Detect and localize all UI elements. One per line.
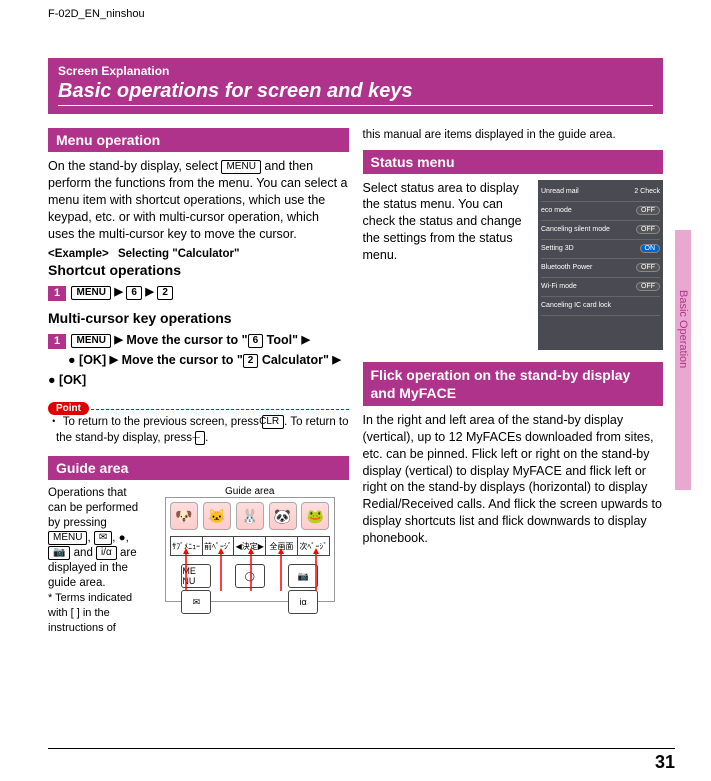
menu-key-2: MENU (71, 286, 110, 300)
clr-key: CLR (262, 415, 284, 429)
menu-key: MENU (221, 160, 260, 174)
shortcut-title: Shortcut operations (48, 262, 349, 278)
strip-cell: 次ﾍﾟｰｼﾞ (298, 537, 329, 555)
menu-btn: ME NU (181, 564, 211, 588)
widget-icon: 🐼 (269, 502, 297, 530)
continued-text: this manual are items displayed in the g… (363, 128, 664, 144)
multi-title: Multi-cursor key operations (48, 310, 349, 326)
dot-key: ● (48, 373, 56, 387)
left-column: Menu operation On the stand-by display, … (48, 128, 349, 636)
ok-text: [OK] (59, 373, 86, 387)
mail-btn: ✉ (181, 590, 211, 614)
widget-icon: 🐱 (203, 502, 231, 530)
arrow: ▶ (114, 286, 122, 298)
shortcut-step: 1 MENU ▶ 6 ▶ 2 (48, 282, 349, 302)
title-underline (58, 105, 653, 106)
point-text: ・ To return to the previous screen, pres… (48, 415, 349, 446)
section-label: Screen Explanation (58, 64, 653, 78)
right-column: this manual are items displayed in the g… (363, 128, 664, 636)
menu-key-3: MENU (71, 334, 110, 348)
example-text: Selecting "Calculator" (118, 248, 239, 260)
content-area: Screen Explanation Basic operations for … (0, 20, 711, 636)
key-2b: 2 (243, 354, 259, 368)
phone-screen: 🐶 🐱 🐰 🐼 🐸 ｻﾌﾞﾒﾆｭｰ 前ﾍﾟｰｼﾞ ◀決定▶ 全画面 次ﾍﾟｰｼﾞ (165, 497, 335, 602)
side-tab-label: Basic Operation (677, 290, 689, 368)
widget-icon: 🐰 (236, 502, 264, 530)
arrow: ▶ (145, 286, 153, 298)
key-6b: 6 (248, 334, 264, 348)
end-key: ⏤ (195, 431, 205, 445)
point-dash (86, 409, 349, 410)
example-label: <Example> (48, 248, 109, 260)
guide-header: Guide area (48, 456, 349, 480)
key-6: 6 (126, 286, 142, 300)
menu-op-body: On the stand-by display, select MENU and… (48, 158, 349, 242)
guide-strip: ｻﾌﾞﾒﾆｭｰ 前ﾍﾟｰｼﾞ ◀決定▶ 全画面 次ﾍﾟｰｼﾞ (170, 536, 330, 556)
step-text: Move the cursor to " (126, 333, 247, 347)
flick-header: Flick operation on the stand-by display … (363, 362, 664, 406)
point-badge: Point (48, 402, 89, 415)
status-screenshot: Unread mail2 Check eco modeOFF Canceling… (538, 180, 663, 350)
guide-img-label: Guide area (151, 486, 349, 497)
strip-cell: 前ﾍﾟｰｼﾞ (203, 537, 235, 555)
dpad-btn: ◯ (235, 564, 265, 588)
ok-text: [OK] (79, 353, 106, 367)
strip-cell: 全画面 (266, 537, 298, 555)
main-title: Basic operations for screen and keys (58, 80, 653, 103)
strip-cell: ◀決定▶ (234, 537, 266, 555)
example-line: <Example> Selecting "Calculator" (48, 248, 349, 260)
page-number: 31 (655, 752, 675, 773)
guide-image: Guide area 🐶 🐱 🐰 🐼 🐸 ｻﾌﾞﾒﾆｭｰ 前ﾍﾟｰｼﾞ (151, 486, 349, 635)
ialpha-btn: iα (288, 590, 318, 614)
dot-key: ● (68, 353, 76, 367)
header-code: F-02D_EN_ninshou (0, 0, 711, 20)
menu-op-header: Menu operation (48, 128, 349, 152)
multi-step: 1 MENU ▶ Move the cursor to "6 Tool" ▶ ●… (48, 330, 349, 390)
step-text: Tool" (263, 333, 298, 347)
status-section: Unread mail2 Check eco modeOFF Canceling… (363, 180, 664, 350)
widget-icon: 🐶 (170, 502, 198, 530)
step-text: Move the cursor to " (122, 353, 243, 367)
step-1-badge: 1 (48, 286, 66, 301)
title-bar: Screen Explanation Basic operations for … (48, 58, 663, 114)
strip-cell: ｻﾌﾞﾒﾆｭｰ (171, 537, 203, 555)
point-section: Point ・ To return to the previous screen… (48, 398, 349, 446)
footer-line (48, 748, 675, 749)
step-1b-badge: 1 (48, 334, 66, 349)
status-header: Status menu (363, 150, 664, 174)
key-2: 2 (157, 286, 173, 300)
step-text: Calculator" (258, 353, 329, 367)
widget-icon: 🐸 (301, 502, 329, 530)
guide-row: Operations that can be performed by pres… (48, 486, 349, 635)
flick-body: In the right and left area of the stand-… (363, 412, 664, 547)
guide-left-text: Operations that can be performed by pres… (48, 486, 143, 635)
cam-btn: 📷 (288, 564, 318, 588)
